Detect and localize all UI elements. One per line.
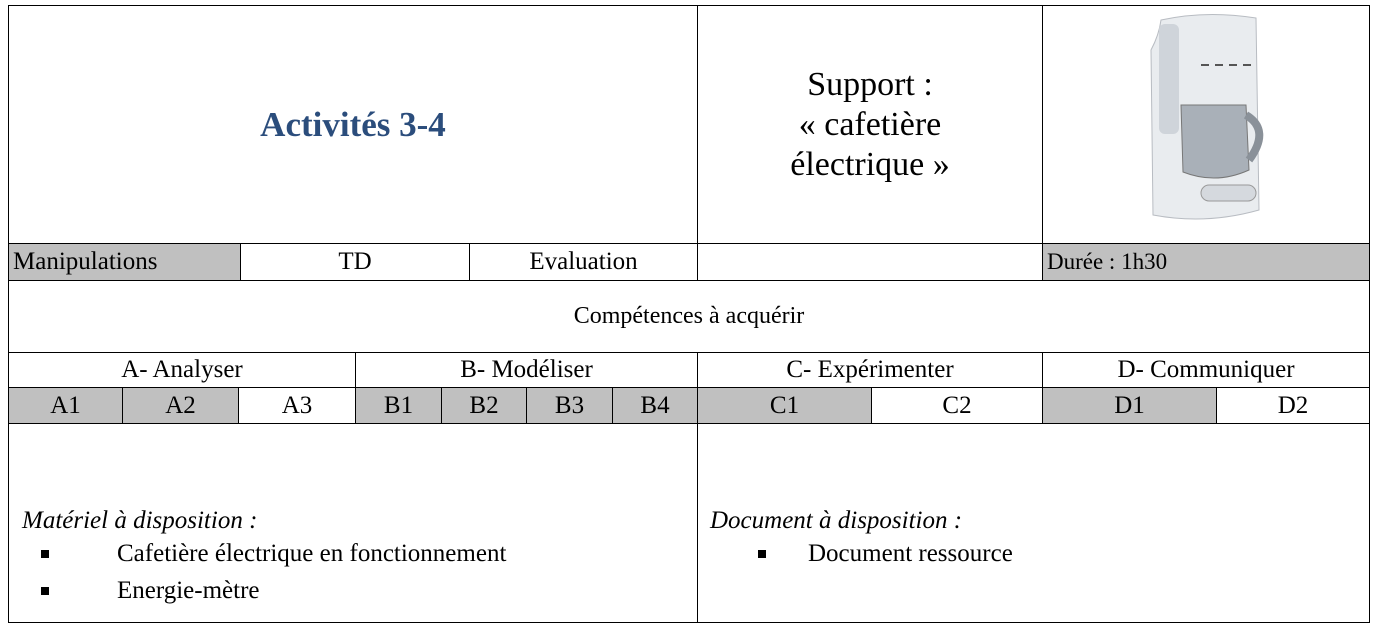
skill-cell: C2 <box>871 387 1043 424</box>
materiel-block: Matériel à disposition : Cafetière élect… <box>22 507 506 609</box>
list-item: Cafetière électrique en fonctionnement <box>40 535 507 572</box>
image-cell <box>1042 5 1370 244</box>
skill-cell: D1 <box>1042 387 1217 424</box>
item-text: Cafetière électrique en fonctionnement <box>117 540 507 567</box>
support-line: électrique » <box>790 145 950 183</box>
mode-cell: Evaluation <box>469 243 698 281</box>
list-item: Document ressource <box>758 535 1013 572</box>
list-item: Energie-mètre <box>40 572 506 609</box>
mode-cell: TD <box>240 243 470 281</box>
group-label: B- Modéliser <box>355 352 698 388</box>
document-block: Document à disposition : Document ressou… <box>710 507 1013 572</box>
document-heading: Document à disposition : <box>710 507 963 534</box>
skill-cell: B3 <box>526 387 613 424</box>
item-text: Document ressource <box>808 540 1013 567</box>
support-cell: Support : « cafetière électrique » <box>697 5 1043 244</box>
skill-cell: A3 <box>238 387 356 424</box>
skill-cell: C1 <box>697 387 872 424</box>
support-line: Support : <box>807 65 933 103</box>
page: Activités 3-4 Support : « cafetière élec… <box>8 5 1370 623</box>
competences-title: Compétences à acquérir <box>8 280 1370 353</box>
skill-cell: B2 <box>441 387 527 424</box>
materiel-list: Cafetière électrique en fonctionnement E… <box>40 535 507 609</box>
group-label: A- Analyser <box>8 352 356 388</box>
skill-cell: B4 <box>612 387 698 424</box>
document-list: Document ressource <box>758 535 1013 572</box>
skill-cell: D2 <box>1216 387 1370 424</box>
materiel-heading: Matériel à disposition : <box>22 507 258 534</box>
support-line: « cafetière <box>798 105 942 143</box>
mode-cell: Manipulations <box>8 243 241 281</box>
skill-cell: A1 <box>8 387 123 424</box>
coffee-maker-image <box>1150 13 1264 219</box>
group-label: D- Communiquer <box>1042 352 1370 388</box>
item-text: Energie-mètre <box>117 577 260 604</box>
group-label: C- Expérimenter <box>697 352 1043 388</box>
skill-cell: A2 <box>122 387 239 424</box>
title: Activités 3-4 <box>8 5 698 244</box>
duree-cell: Durée : 1h30 <box>1042 243 1370 281</box>
empty-cell <box>697 243 1043 281</box>
skill-cell: B1 <box>355 387 442 424</box>
